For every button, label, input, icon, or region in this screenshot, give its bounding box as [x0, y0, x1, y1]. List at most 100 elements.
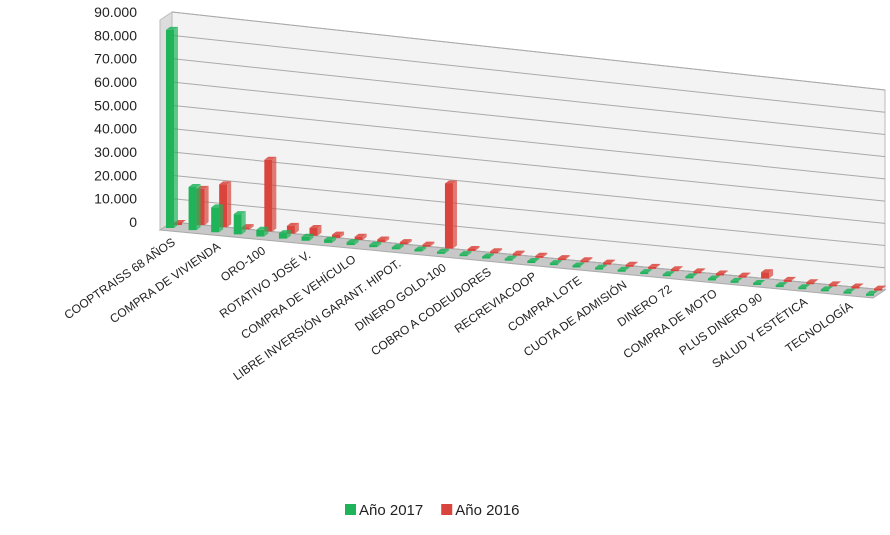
bar [346, 239, 359, 246]
bar-top [843, 288, 856, 292]
bar [399, 239, 412, 245]
grid-line [171, 104, 886, 180]
bar [798, 284, 811, 290]
bar-top [527, 257, 540, 261]
y-tick-label: 10.000 [94, 191, 137, 207]
y-tick-label: 90.000 [94, 4, 137, 20]
legend-swatch [345, 504, 356, 515]
grid-line [171, 34, 886, 113]
bar-top [866, 290, 878, 294]
bar-front [490, 251, 499, 254]
bar [422, 241, 435, 247]
y-tick-label: 30.000 [94, 144, 137, 160]
bar [783, 276, 796, 282]
bar-top [775, 282, 788, 286]
bar-top [369, 241, 382, 245]
bar-front [775, 285, 784, 288]
grid-line [171, 58, 886, 135]
bar-front [572, 265, 581, 268]
bar [806, 279, 819, 285]
bar-top [256, 226, 269, 230]
bar [603, 259, 616, 265]
bar-side [430, 241, 435, 247]
bar-front [707, 278, 716, 281]
bar-side [611, 259, 616, 264]
bar-side [498, 248, 503, 253]
bar-top [707, 275, 720, 279]
bar-front [866, 293, 874, 296]
bar-side [746, 272, 751, 277]
bar-front [843, 291, 852, 294]
bar [617, 266, 630, 272]
bar-top [309, 224, 322, 228]
bar-front [874, 288, 882, 291]
bar-front [595, 267, 604, 270]
bar-side [625, 266, 630, 271]
bar-side [678, 266, 683, 270]
bar [625, 261, 638, 267]
bar-front [693, 271, 702, 274]
y-tick-label: 80.000 [94, 27, 137, 43]
bar-side [814, 279, 819, 283]
legend-label: Año 2016 [455, 502, 519, 519]
bar-side [738, 277, 743, 282]
bar-front [482, 256, 491, 259]
bar [444, 180, 457, 249]
bar-top [346, 239, 359, 243]
bar-side [882, 285, 886, 289]
bar [707, 275, 720, 281]
bar-top [595, 264, 608, 268]
y-tick-label: 60.000 [94, 74, 137, 90]
bar-side [648, 269, 653, 273]
bar-side [693, 273, 698, 277]
bar [309, 224, 322, 236]
bar-side [249, 224, 254, 230]
bar [459, 251, 472, 257]
grid-line [171, 174, 886, 247]
bar-side [385, 236, 390, 243]
bar-top [482, 253, 495, 257]
bar-front [459, 254, 468, 257]
bar [467, 245, 480, 251]
x-tick-label: DINERO GOLD-100 [352, 260, 449, 334]
bar-top [332, 231, 345, 235]
bar [738, 272, 751, 278]
bar-top [459, 251, 472, 255]
bar-side [422, 246, 427, 252]
bar-side [543, 252, 548, 258]
legend-label: Año 2017 [359, 502, 423, 519]
bar-top [798, 284, 811, 288]
bar [377, 236, 390, 243]
bar-front [324, 239, 333, 243]
bar [301, 233, 314, 241]
grid-line [171, 198, 886, 269]
bar-side [520, 250, 525, 255]
bar [557, 255, 570, 261]
bar-side [828, 286, 833, 290]
bar-top [219, 181, 232, 185]
bar [820, 286, 833, 292]
bar-top [783, 276, 796, 280]
bar-side [701, 268, 706, 272]
bar-front [286, 225, 295, 234]
bar-side [633, 261, 638, 266]
bar [512, 250, 525, 256]
bar-front [851, 286, 860, 289]
bar-side [272, 156, 277, 232]
bar-top [806, 279, 819, 283]
bar-top [730, 277, 743, 281]
bar-side [332, 236, 337, 243]
bar-side [557, 260, 562, 265]
bar-top [444, 180, 457, 184]
bar [211, 204, 224, 233]
bar-top [414, 246, 427, 250]
bar-top [166, 26, 178, 30]
bar [828, 281, 841, 287]
bar-front [685, 276, 694, 279]
bar [572, 262, 585, 268]
bar-front [309, 227, 318, 236]
bar-side [851, 288, 856, 292]
bar [866, 290, 878, 296]
bar-top [580, 257, 593, 261]
grid-line [171, 11, 886, 91]
